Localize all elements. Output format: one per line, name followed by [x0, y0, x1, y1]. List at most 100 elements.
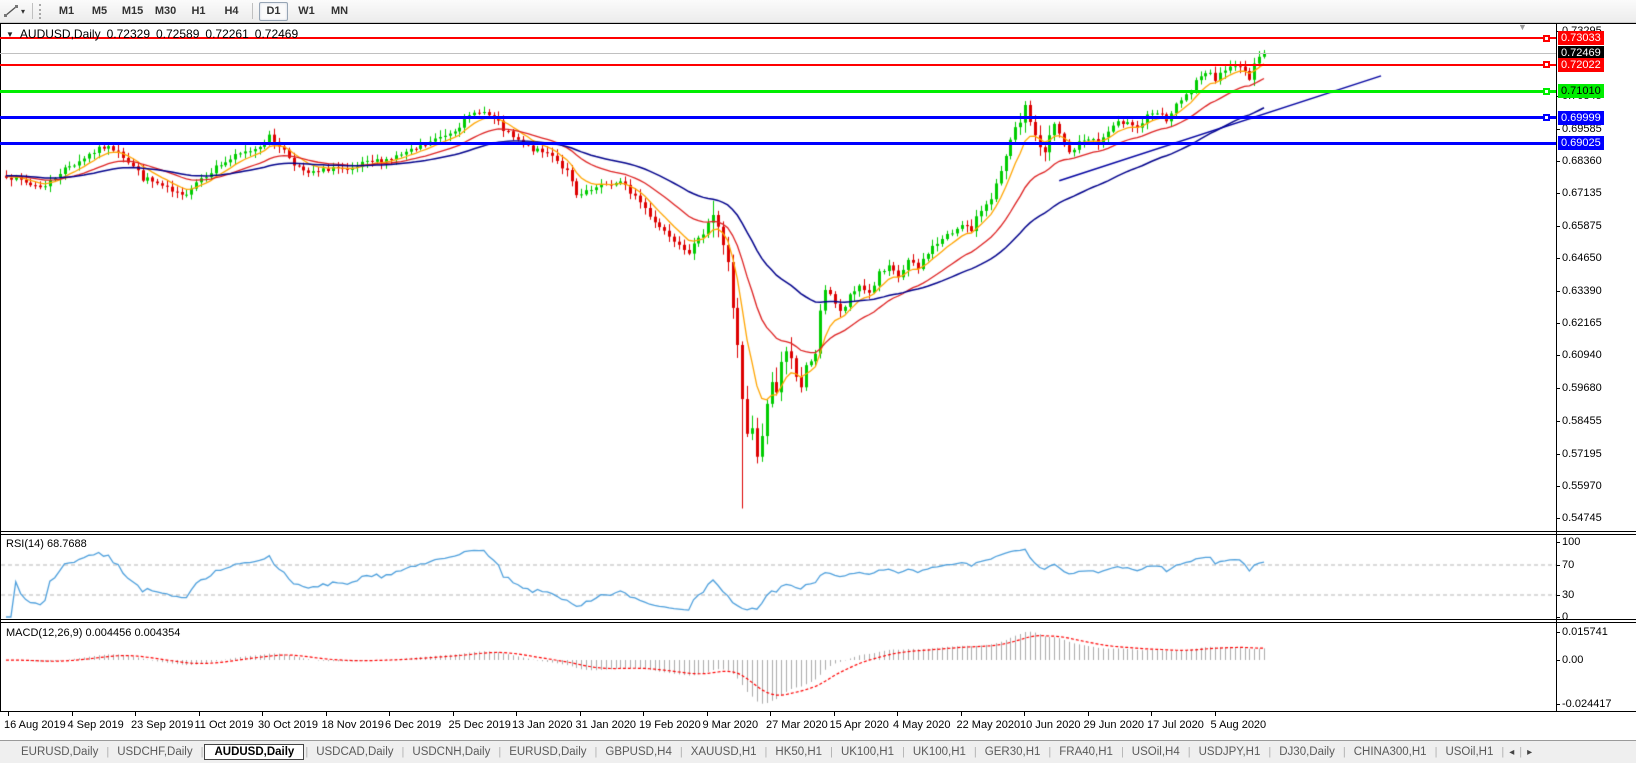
- time-axis-tick: [1214, 712, 1216, 716]
- time-axis-label: 11 Oct 2019: [194, 719, 254, 731]
- time-axis-tick: [1151, 712, 1152, 716]
- time-axis-label: 19 Feb 2020: [639, 719, 701, 731]
- time-axis-tick: [262, 712, 263, 716]
- chart-tab-uk100-h1[interactable]: UK100,H1: [840, 746, 894, 758]
- tab-separator: |: [764, 746, 768, 758]
- chart-tab-hk50-h1[interactable]: HK50,H1: [775, 746, 823, 758]
- chart-frame-top: [0, 23, 1636, 24]
- time-axis-tick: [833, 712, 835, 716]
- time-axis-tick: [960, 712, 962, 716]
- chart-tab-bar: EURUSD,Daily | USDCHF,Daily | AUDUSD,Daily | U…: [0, 740, 1636, 763]
- macd-axis-bottom: -0.024417: [1556, 698, 1612, 711]
- chart-title: ▼ AUDUSD,Daily 0.72329 0.72589 0.72261 0…: [6, 27, 298, 41]
- time-axis-tick: [452, 712, 454, 716]
- resistance-line-073033-handle[interactable]: [1543, 34, 1550, 42]
- tab-separator: |: [594, 746, 598, 758]
- rsi-axis-tick-30: 30: [1555, 588, 1575, 601]
- price-axis-border: [1556, 23, 1557, 711]
- support-line-069999-handle[interactable]: [1543, 114, 1550, 122]
- price-axis-tick-0.65875: 0.65875: [1556, 220, 1602, 232]
- tab-separator: |: [679, 746, 683, 758]
- tab-separator: |: [1120, 746, 1124, 758]
- time-axis-label: 10 Jun 2020: [1020, 719, 1081, 731]
- chart-menu-caret[interactable]: ▼: [6, 29, 14, 39]
- rsi-label: RSI(14) 68.7688: [6, 538, 87, 550]
- support-line-069999[interactable]: [0, 116, 1556, 120]
- chart-tab-eurusd-daily[interactable]: EURUSD,Daily: [21, 746, 99, 758]
- current-price-line[interactable]: [0, 52, 1556, 54]
- time-axis-label: 6 Dec 2019: [385, 719, 442, 731]
- rsi-panel-top-border: [0, 534, 1636, 535]
- chart-tab-usdjpy-h1[interactable]: USDJPY,H1: [1198, 746, 1261, 758]
- support-line-071010[interactable]: [0, 89, 1556, 93]
- macd-signal-value: 0.004354: [134, 627, 181, 639]
- time-axis-label: 22 May 2020: [956, 719, 1021, 731]
- time-axis-tick: [516, 712, 517, 716]
- chart-tab-usoil-h1[interactable]: USOil,H1: [1445, 746, 1494, 758]
- time-axis-tick: [770, 712, 771, 716]
- chart-tab-usdchf-daily[interactable]: USDCHF,Daily: [117, 746, 193, 758]
- resistance-line-072022[interactable]: [0, 63, 1556, 66]
- time-axis-tick: [71, 712, 73, 716]
- resistance-line-073033[interactable]: [0, 37, 1556, 40]
- time-axis-label: 27 Mar 2020: [766, 719, 828, 731]
- macd-axis-top: 0.015741: [1556, 626, 1608, 639]
- tab-separator: |: [1268, 746, 1272, 758]
- tab-separator: |: [830, 746, 833, 758]
- chart-tab-usdcnh-daily[interactable]: USDCNH,Daily: [412, 746, 491, 758]
- chart-shift-marker[interactable]: ▼: [1518, 22, 1527, 32]
- chart-tab-fra40-h1[interactable]: FRA40,H1: [1059, 746, 1113, 758]
- tab-separator: |: [1187, 746, 1191, 758]
- chart-tab-xauusd-h1[interactable]: XAUUSD,H1: [690, 746, 757, 758]
- chart-tab-gbpusd-h4[interactable]: GBPUSD,H4: [605, 746, 672, 758]
- price-axis-tick-0.54745: 0.54745: [1556, 511, 1602, 524]
- time-axis-label: 4 Sep 2019: [67, 719, 124, 731]
- chart-tab-china300-h1[interactable]: CHINA300,H1: [1353, 746, 1427, 758]
- tab-separator: |: [498, 746, 502, 758]
- support-line-071010-price-badge: 0.71010: [1558, 84, 1604, 99]
- time-axis-tick: [706, 712, 708, 716]
- time-axis-label: 18 Nov 2019: [321, 719, 384, 731]
- tab-separator: |: [902, 746, 905, 758]
- price-axis-tick-0.59680: 0.59680: [1556, 382, 1602, 395]
- time-axis-label: 13 Jan 2020: [512, 719, 573, 731]
- time-axis-label: 25 Dec 2019: [448, 719, 511, 731]
- macd-panel-top-border: [0, 622, 1636, 623]
- rsi-axis-tick-0: 0: [1555, 611, 1569, 623]
- tab-separator: |: [1342, 746, 1346, 758]
- price-axis-tick-0.68360: 0.68360: [1556, 154, 1602, 167]
- time-axis-tick: [643, 712, 644, 716]
- current-price-line-price-badge: 0.72469: [1558, 46, 1604, 61]
- resistance-line-073033-price-badge: 0.73033: [1558, 31, 1604, 46]
- main-panel-bottom-border[interactable]: [0, 531, 1636, 532]
- time-axis-tick: [579, 712, 581, 716]
- time-axis-tick: [325, 712, 327, 716]
- time-axis-label: 30 Oct 2019: [258, 719, 318, 731]
- resistance-line-072022-price-badge: 0.72022: [1558, 57, 1604, 72]
- chart-tab-ger30-h1[interactable]: GER30,H1: [984, 746, 1041, 758]
- price-axis-tick-0.60940: 0.60940: [1556, 349, 1602, 362]
- support-line-071010-handle[interactable]: [1543, 87, 1550, 95]
- time-axis-tick: [1024, 712, 1025, 716]
- chart-tab-usoil-h4[interactable]: USOil,H4: [1131, 746, 1180, 758]
- time-axis-label: 31 Jan 2020: [575, 719, 637, 731]
- tab-separator: |: [1501, 746, 1505, 758]
- chart-tab-uk100-h1[interactable]: UK100,H1: [912, 746, 966, 758]
- rsi-axis-tick-70: 70: [1555, 558, 1575, 571]
- time-axis-tick: [1087, 712, 1089, 716]
- rsi-panel-bottom-border[interactable]: [0, 619, 1636, 620]
- chart-tab-audusd-daily[interactable]: AUDUSD,Daily: [204, 744, 305, 760]
- chart-tab-usdcad-daily[interactable]: USDCAD,Daily: [316, 746, 394, 758]
- tab-scroll-right-icon[interactable]: ▸: [1527, 746, 1533, 758]
- time-axis-label: 29 Jun 2020: [1083, 719, 1145, 731]
- chart-low-value: 0.72261: [205, 27, 249, 41]
- tab-scroll-left-icon[interactable]: ◂: [1509, 746, 1515, 758]
- resistance-line-072022-handle[interactable]: [1543, 61, 1550, 69]
- chart-tab-eurusd-daily[interactable]: EURUSD,Daily: [509, 746, 587, 758]
- chart-tab-dj30-daily[interactable]: DJ30,Daily: [1279, 746, 1335, 758]
- tab-separator: |: [1434, 746, 1438, 758]
- support-line-069025[interactable]: [0, 141, 1556, 145]
- price-axis-tick-0.62165: 0.62165: [1556, 317, 1602, 330]
- price-axis-tick-0.67135: 0.67135: [1556, 186, 1602, 199]
